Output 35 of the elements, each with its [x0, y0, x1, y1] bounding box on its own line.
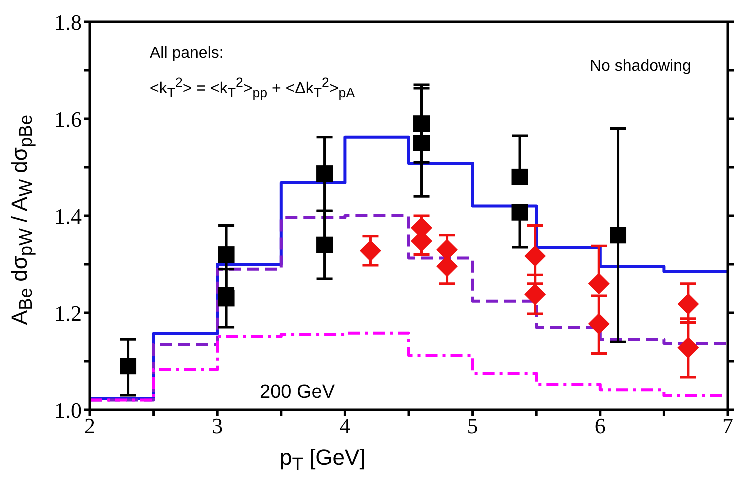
point	[525, 246, 546, 267]
annotation: All panels:	[150, 45, 224, 63]
point	[678, 294, 699, 315]
point	[437, 240, 458, 260]
point	[414, 135, 430, 152]
point	[437, 256, 458, 277]
y-tick-label: 1.2	[54, 300, 82, 326]
point	[414, 116, 430, 132]
x-tick-label: 3	[212, 414, 224, 439]
annotation: 200 GeV	[260, 382, 335, 404]
point	[120, 358, 137, 375]
text: <k$_{T}$$^{2}$> = <k$_{T}$$^{2}$>$_{pp}$ + <Δk$_{T}$$^{2}$>$_{pA}$	[150, 75, 356, 101]
point	[512, 204, 528, 221]
x-tick-label: 7	[722, 414, 734, 439]
point	[218, 290, 235, 307]
x-tick-label: 5	[467, 414, 478, 439]
y-tick-label: 1.4	[54, 204, 82, 229]
y-tick-label: 1.0	[54, 398, 82, 423]
point	[316, 236, 334, 254]
y-tick-label: 1.6	[54, 106, 82, 132]
point	[678, 338, 699, 358]
point	[360, 240, 381, 262]
x-axis-title: p$_{T}$ [GeV]	[280, 445, 366, 476]
point	[588, 274, 610, 294]
x-tick-label: 2	[84, 414, 96, 439]
point	[218, 246, 235, 264]
x-tick-label: 6	[594, 414, 606, 439]
annotation: No shadowing	[590, 58, 692, 76]
point	[610, 227, 627, 244]
point	[525, 284, 546, 305]
point	[316, 166, 334, 182]
point	[588, 314, 610, 334]
y-tick-label: 1.8	[54, 10, 82, 35]
point	[512, 168, 528, 186]
x-tick-label: 4	[340, 414, 351, 439]
